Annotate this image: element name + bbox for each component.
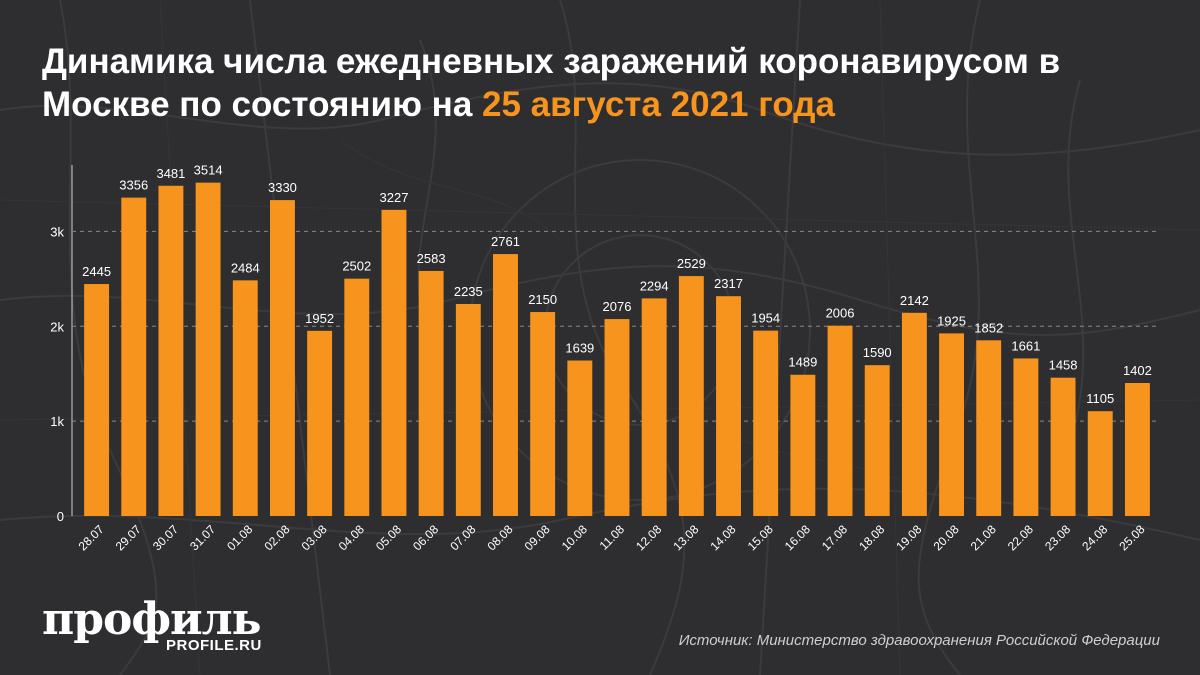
bar-data-label: 2502 xyxy=(342,259,371,274)
bar-data-label: 1852 xyxy=(974,320,1003,335)
x-tick-label: 18.08 xyxy=(856,522,887,553)
x-tick-label: 01.08 xyxy=(224,522,255,553)
bar xyxy=(455,303,481,516)
bar-data-label: 1954 xyxy=(751,311,780,326)
x-tick-label: 20.08 xyxy=(931,522,962,553)
x-tick-label: 31.07 xyxy=(187,522,218,553)
bar xyxy=(1087,411,1113,516)
bar-data-label: 2761 xyxy=(491,234,520,249)
bar xyxy=(678,276,704,516)
x-tick-label: 13.08 xyxy=(670,522,701,553)
x-tick-label: 07.08 xyxy=(447,522,478,553)
bar-data-label: 2529 xyxy=(677,256,706,271)
x-tick-label: 29.07 xyxy=(113,522,144,553)
bar xyxy=(939,333,965,516)
bar-data-label: 2317 xyxy=(714,276,743,291)
bar-data-label: 2006 xyxy=(826,306,855,321)
y-tick-label: 2k xyxy=(50,319,64,334)
x-tick-label: 12.08 xyxy=(633,522,664,553)
x-tick-label: 22.08 xyxy=(1005,522,1036,553)
bar-chart: 0 1k 2k 3k 2445 28.07 3356 29.07 3481 30.07 3514 31… xyxy=(50,163,1160,553)
chart-title: Динамика числа ежедневных заражений коро… xyxy=(42,40,1172,126)
bar xyxy=(790,374,816,516)
bar-data-label: 1458 xyxy=(1049,358,1078,373)
bar xyxy=(827,325,853,516)
bar xyxy=(976,340,1002,516)
x-tick-label: 15.08 xyxy=(745,522,776,553)
bar xyxy=(567,360,593,516)
y-tick-label: 3k xyxy=(50,224,64,239)
x-tick-label: 09.08 xyxy=(522,522,553,553)
bar xyxy=(307,330,333,516)
x-tick-label: 02.08 xyxy=(261,522,292,553)
title-main: Динамика числа ежедневных заражений коро… xyxy=(42,42,1061,124)
x-tick-label: 16.08 xyxy=(782,522,813,553)
bar-data-label: 1661 xyxy=(1011,338,1040,353)
bar-data-label: 3227 xyxy=(380,190,409,205)
bar-data-label: 1639 xyxy=(565,341,594,356)
bar-data-label: 1489 xyxy=(788,355,817,370)
x-tick-label: 25.08 xyxy=(1116,522,1147,553)
bar xyxy=(716,296,741,516)
x-tick-label: 04.08 xyxy=(336,522,367,553)
bar-data-label: 2583 xyxy=(417,251,446,266)
y-tick-label: 0 xyxy=(57,509,64,524)
bar xyxy=(84,284,110,516)
x-tick-label: 05.08 xyxy=(373,522,404,553)
bar-data-label: 2484 xyxy=(231,260,260,275)
x-tick-label: 24.08 xyxy=(1079,522,1110,553)
bar xyxy=(604,319,630,516)
bar xyxy=(344,278,370,516)
x-tick-label: 17.08 xyxy=(819,522,850,553)
bar xyxy=(158,185,184,517)
x-tick-label: 08.08 xyxy=(484,522,515,553)
bar xyxy=(641,298,667,516)
bar xyxy=(418,270,444,516)
x-tick-label: 11.08 xyxy=(597,522,628,553)
bar xyxy=(530,312,556,516)
bar xyxy=(753,330,779,516)
bar-data-label: 2445 xyxy=(82,264,111,279)
bar xyxy=(493,254,518,516)
x-tick-label: 21.08 xyxy=(968,522,999,553)
title-highlight-date: 25 августа 2021 года xyxy=(482,85,835,124)
x-tick-label: 19.08 xyxy=(893,522,924,553)
bar-data-label: 2076 xyxy=(603,299,632,314)
bar xyxy=(269,200,295,516)
x-tick-label: 30.07 xyxy=(150,522,181,553)
bar xyxy=(121,197,147,516)
source-note: Источник: Министерство здравоохранения Р… xyxy=(678,632,1160,649)
x-tick-label: 28.07 xyxy=(76,522,107,553)
bar-data-label: 1402 xyxy=(1123,363,1152,378)
bar xyxy=(901,312,927,516)
bar-data-label: 2235 xyxy=(454,284,483,299)
bar-data-label: 1952 xyxy=(305,311,334,326)
x-tick-label: 06.08 xyxy=(410,522,441,553)
bar-data-label: 3356 xyxy=(119,178,148,193)
bar-data-label: 2294 xyxy=(640,278,669,293)
x-tick-label: 10.08 xyxy=(559,522,590,553)
bar-data-label: 3481 xyxy=(156,166,185,181)
bar-data-label: 3330 xyxy=(268,180,297,195)
bar xyxy=(1013,358,1039,516)
x-tick-label: 23.08 xyxy=(1042,522,1073,553)
bar xyxy=(864,365,890,516)
bar-data-label: 2142 xyxy=(900,293,929,308)
profile-logo: профиль xyxy=(42,594,262,645)
x-tick-label: 14.08 xyxy=(708,522,739,553)
bar xyxy=(232,280,258,516)
x-tick-label: 03.08 xyxy=(299,522,330,553)
bar-data-label: 1105 xyxy=(1086,391,1114,406)
bar xyxy=(381,209,407,516)
bar-data-label: 3514 xyxy=(194,163,223,178)
bar xyxy=(1124,382,1150,516)
bar-data-label: 1925 xyxy=(937,313,966,328)
bar xyxy=(1050,377,1076,516)
bar xyxy=(195,182,221,516)
bar-data-label: 1590 xyxy=(863,345,892,360)
y-tick-label: 1k xyxy=(50,414,64,429)
bar-data-label: 2150 xyxy=(528,292,557,307)
profile-logo-domain: PROFILE.RU xyxy=(166,637,262,654)
